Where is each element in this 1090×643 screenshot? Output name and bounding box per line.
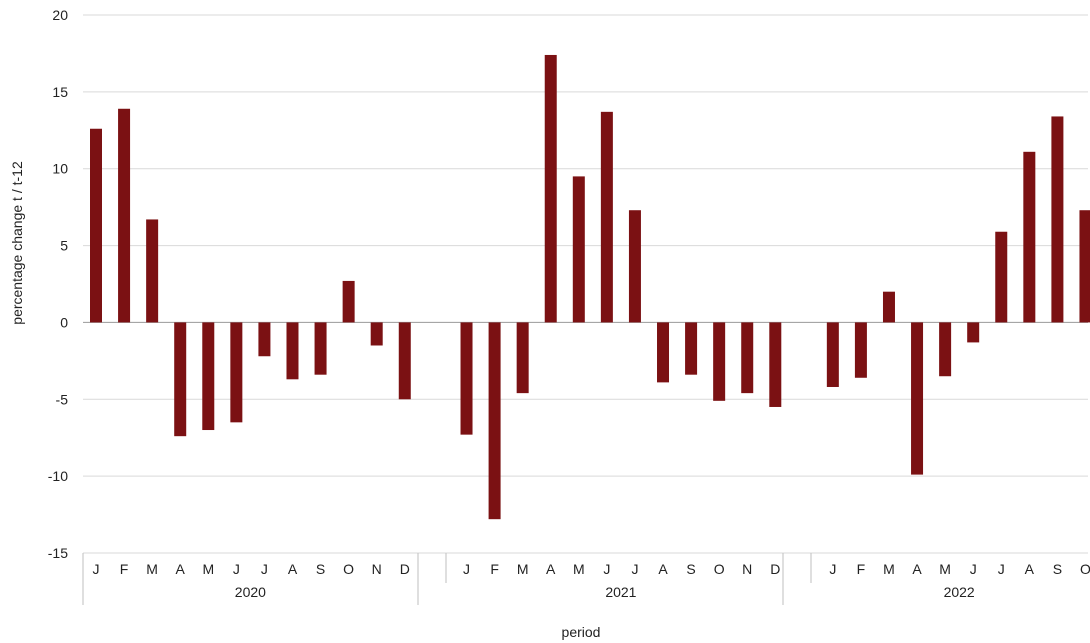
bar — [398, 322, 411, 400]
month-tick-label: A — [176, 561, 186, 577]
month-tick-label: J — [463, 561, 470, 577]
month-tick-label: J — [261, 561, 268, 577]
y-tick-label: -10 — [48, 468, 68, 484]
bar — [286, 322, 299, 380]
bar — [657, 322, 670, 383]
year-tick-label: 2021 — [605, 584, 636, 600]
bar — [854, 322, 867, 378]
month-tick-label: S — [316, 561, 325, 577]
month-tick-label: J — [998, 561, 1005, 577]
bar — [230, 322, 243, 423]
bars — [90, 54, 1090, 520]
y-tick-label: -15 — [48, 545, 68, 561]
month-tick-label: J — [970, 561, 977, 577]
bar — [202, 322, 215, 431]
bar — [370, 322, 383, 346]
month-tick-label: F — [120, 561, 129, 577]
year-tick-label: 2022 — [944, 584, 975, 600]
bar — [967, 322, 980, 343]
month-tick-label: M — [146, 561, 158, 577]
month-tick-label: M — [883, 561, 895, 577]
bar — [628, 210, 641, 323]
month-tick-label: D — [400, 561, 410, 577]
bar — [600, 111, 613, 323]
y-tick-label: 15 — [52, 84, 68, 100]
bar — [342, 280, 355, 323]
bar — [1051, 116, 1064, 323]
bar — [146, 219, 159, 323]
bar — [572, 176, 585, 323]
bar — [741, 322, 754, 394]
year-tick-label: 2020 — [235, 584, 266, 600]
x-axis-label: period — [562, 624, 601, 640]
bar — [939, 322, 952, 377]
bar — [90, 128, 102, 323]
bar — [460, 322, 473, 435]
month-tick-label: M — [202, 561, 214, 577]
gridlines — [83, 14, 1088, 554]
bar — [258, 322, 271, 357]
bar — [314, 322, 327, 375]
bar — [544, 54, 557, 323]
month-tick-label: A — [1025, 561, 1035, 577]
bar — [1023, 151, 1036, 323]
y-tick-label: 5 — [60, 238, 68, 254]
month-tick-label: J — [631, 561, 638, 577]
bar — [685, 322, 698, 375]
y-axis-label: percentage change t / t-12 — [9, 161, 25, 325]
bar — [713, 322, 726, 401]
bar — [882, 291, 895, 323]
bar — [826, 322, 839, 387]
month-tick-label: O — [1080, 561, 1090, 577]
bar — [995, 231, 1008, 323]
month-tick-label: F — [857, 561, 866, 577]
month-tick-label: S — [1053, 561, 1062, 577]
y-tick-label: 10 — [52, 161, 68, 177]
month-tick-label: N — [372, 561, 382, 577]
month-tick-label: A — [288, 561, 298, 577]
month-tick-label: J — [233, 561, 240, 577]
bar — [488, 322, 501, 520]
y-tick-label: 0 — [60, 314, 68, 330]
y-tick-label: 20 — [52, 7, 68, 23]
bar — [118, 108, 131, 323]
month-tick-label: J — [829, 561, 836, 577]
month-tick-label: D — [770, 561, 780, 577]
month-tick-label: M — [573, 561, 585, 577]
bar — [516, 322, 529, 394]
month-tick-label: M — [517, 561, 529, 577]
bar — [769, 322, 782, 407]
month-tick-label: O — [714, 561, 725, 577]
bar — [1079, 210, 1090, 323]
y-tick-label: -5 — [56, 391, 69, 407]
month-tick-label: A — [658, 561, 668, 577]
month-tick-label: N — [742, 561, 752, 577]
month-tick-label: A — [912, 561, 922, 577]
month-tick-label: S — [686, 561, 695, 577]
month-tick-label: F — [490, 561, 499, 577]
month-tick-label: O — [343, 561, 354, 577]
bar — [911, 322, 924, 475]
bar — [174, 322, 187, 437]
month-tick-label: J — [93, 561, 100, 577]
month-tick-label: J — [603, 561, 610, 577]
month-tick-label: M — [939, 561, 951, 577]
month-tick-label: A — [546, 561, 556, 577]
